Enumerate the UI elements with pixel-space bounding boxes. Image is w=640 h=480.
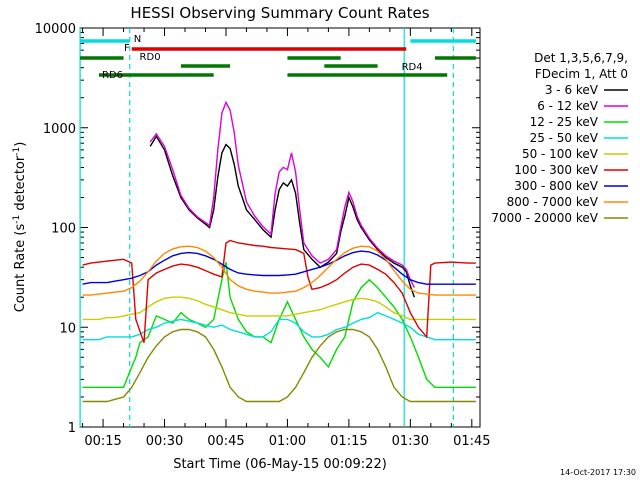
flag-label-n: N: [134, 34, 141, 45]
flags-group: NF RD0 RD4 RD6: [80, 34, 476, 81]
flag-label-rd6: RD6: [102, 70, 123, 81]
legend-header-1: Det 1,3,5,6,7,9,: [534, 51, 628, 65]
y-tick-label: 100: [51, 222, 76, 237]
series-line-8: [82, 245, 476, 296]
chart-title: HESSI Observing Summary Count Rates: [130, 4, 429, 22]
legend-entry-label: 3 - 6 keV: [545, 83, 599, 97]
legend-entry-label: 100 - 300 keV: [514, 163, 598, 177]
x-axis-label: Start Time (06-May-15 00:09:22): [173, 457, 387, 472]
series-line-6: [82, 239, 476, 343]
y-axis-label-mid: detector: [13, 155, 28, 215]
x-tick-label: 01:15: [330, 434, 367, 449]
vertical-markers: [79, 28, 454, 427]
legend-entry-label: 800 - 7000 keV: [507, 195, 599, 209]
y-axis-label: Count Rate (s-1 detector-1): [12, 142, 28, 313]
y-axis-label-end: ): [13, 142, 28, 147]
series-line-9: [82, 328, 476, 403]
y-tick-label: 1000: [43, 122, 76, 137]
x-tick-label: 00:45: [207, 434, 244, 449]
legend-entry-label: 25 - 50 keV: [530, 131, 599, 145]
legend-entry-label: 50 - 100 keV: [522, 147, 599, 161]
y-axis-label-main: Count Rate (s: [13, 224, 28, 313]
footer-timestamp: 14-Oct-2017 17:30: [560, 468, 636, 477]
flag-label-rd4: RD4: [402, 62, 423, 73]
x-tick-label: 01:45: [453, 434, 490, 449]
series-line-7: [82, 250, 476, 285]
y-axis-label-exp2: -1: [12, 147, 22, 156]
legend-entry-label: 12 - 25 keV: [530, 115, 599, 129]
y-axis: 1 10 100 1000 10000: [35, 22, 480, 436]
x-axis: 00:15 00:30 00:45 01:00 01:15 01:30 01:45: [82, 28, 491, 449]
series-line-5: [82, 296, 476, 321]
series-line-1: [149, 134, 416, 298]
legend-entry-label: 6 - 12 keV: [537, 99, 599, 113]
series-line-2: [149, 100, 416, 288]
x-tick-label: 01:00: [269, 434, 306, 449]
legend-entry-label: 7000 - 20000 keV: [491, 211, 598, 225]
y-tick-label: 10: [59, 321, 76, 336]
x-tick-label: 00:15: [84, 434, 121, 449]
y-axis-label-exp1: -1: [12, 215, 22, 224]
plot-frame: [79, 27, 481, 428]
y-tick-label: 1: [68, 421, 76, 436]
legend-entry-label: 300 - 800 keV: [514, 179, 598, 193]
flag-label-rd0: RD0: [140, 52, 161, 63]
x-tick-label: 00:30: [146, 434, 183, 449]
y-tick-label: 10000: [35, 22, 76, 37]
legend: Det 1,3,5,6,7,9, FDecim 1, Att 0 3 - 6 k…: [491, 51, 628, 225]
legend-header-2: FDecim 1, Att 0: [535, 67, 628, 81]
flag-label-f: F: [124, 43, 130, 54]
series-group: [82, 100, 476, 403]
x-tick-label: 01:30: [392, 434, 429, 449]
